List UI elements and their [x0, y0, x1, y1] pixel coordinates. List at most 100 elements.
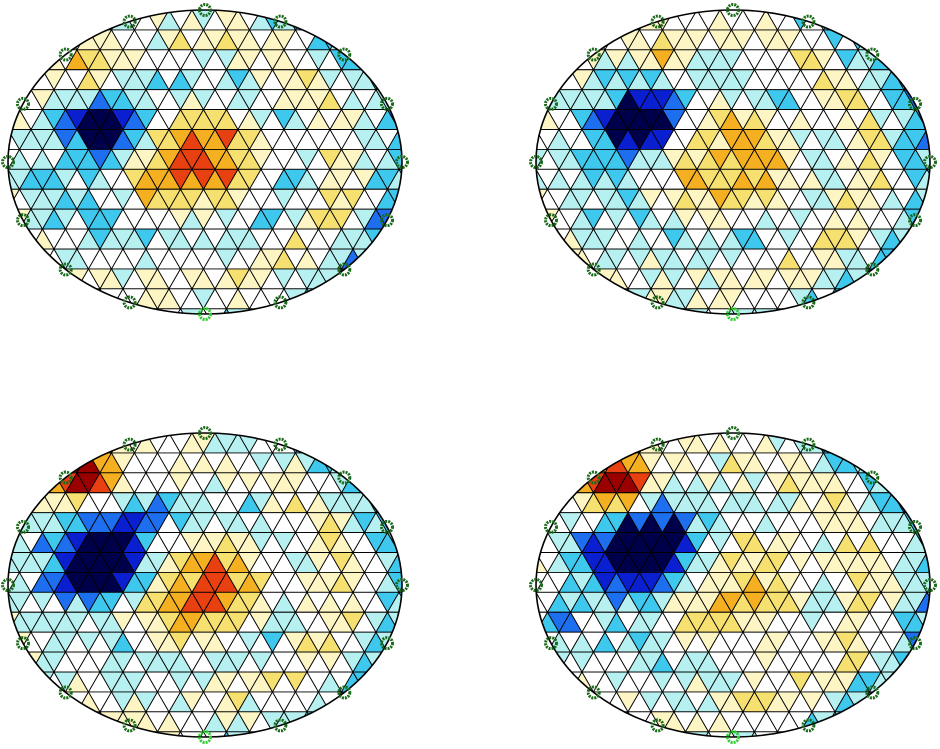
electrode: [337, 262, 352, 277]
eit-panel: [529, 3, 937, 349]
mesh-element: [283, 10, 308, 11]
electrode: [923, 578, 937, 592]
mesh-element: [776, 308, 802, 314]
mesh-element: [352, 29, 377, 51]
mesh-element: [799, 731, 825, 737]
mesh-element: [592, 710, 618, 733]
electrode: [726, 426, 740, 440]
mesh-element: [661, 10, 687, 11]
electrode: [908, 213, 923, 228]
electrode: [15, 96, 30, 111]
electrode: [543, 213, 558, 228]
mesh: [8, 433, 434, 737]
mesh-element: [581, 711, 606, 733]
mesh-element: [788, 730, 813, 737]
electrode: [650, 718, 665, 733]
mesh-element: [615, 308, 641, 314]
mesh-element: [375, 68, 400, 91]
electrode: [586, 262, 601, 277]
mesh-element: [536, 208, 549, 230]
electrode: [380, 96, 395, 111]
mesh-element: [891, 248, 917, 270]
mesh-element: [546, 671, 572, 693]
mesh-element: [914, 651, 930, 673]
mesh-element: [8, 591, 9, 614]
electrode: [865, 685, 880, 700]
mesh-element: [30, 671, 55, 693]
mesh-element: [638, 731, 664, 737]
electrode: [15, 213, 30, 228]
mesh-element: [411, 169, 434, 189]
mesh-element: [248, 308, 274, 314]
mesh-element: [110, 308, 136, 314]
mesh-element: [53, 711, 78, 733]
mesh-element: [41, 452, 67, 474]
mesh-element: [352, 691, 377, 713]
mesh-element: [592, 10, 618, 31]
mesh-element: [398, 108, 402, 130]
mesh-element: [799, 308, 825, 314]
mesh-element: [18, 671, 44, 693]
mesh-element: [386, 228, 402, 250]
mesh-element: [650, 307, 675, 314]
mesh-element: [903, 671, 928, 693]
mesh-element: [684, 433, 710, 434]
electrode: [529, 155, 543, 169]
mesh-element: [317, 10, 343, 31]
mesh-element: [581, 288, 606, 310]
mesh-element: [650, 433, 675, 434]
electrode: [908, 636, 923, 651]
electrode: [198, 307, 212, 321]
mesh-element: [398, 129, 402, 151]
mesh-element: [133, 10, 159, 11]
mesh-element: [411, 553, 434, 573]
mesh-element: [8, 651, 32, 673]
mesh-element: [145, 433, 170, 434]
mesh-element: [719, 10, 744, 11]
mesh-element: [719, 433, 744, 434]
mesh-element: [271, 308, 297, 314]
electrode: [58, 685, 73, 700]
mesh-element: [834, 10, 859, 31]
mesh-element: [76, 711, 101, 733]
electrode: [586, 685, 601, 700]
mesh-element: [8, 511, 21, 534]
mesh-element: [375, 248, 400, 270]
mesh-element: [720, 329, 743, 349]
electrode: [1, 155, 15, 169]
mesh-element: [891, 48, 917, 71]
electrode: [395, 578, 409, 592]
mesh-element: [536, 631, 537, 653]
electrode: [586, 470, 601, 485]
boundary: [535, 432, 931, 738]
mesh-element: [306, 711, 331, 733]
mesh-element: [926, 631, 930, 653]
mesh-element: [8, 208, 9, 230]
electrode: [198, 3, 212, 17]
mesh-element: [546, 471, 572, 494]
mesh-element: [536, 68, 560, 91]
mesh-element: [536, 168, 537, 191]
mesh-element: [8, 168, 9, 191]
mesh-element: [880, 691, 905, 713]
mesh-element: [743, 329, 766, 349]
electrode: [395, 155, 409, 169]
mesh-element: [30, 248, 55, 270]
boundary: [7, 9, 403, 315]
mesh-element: [650, 730, 675, 737]
mesh-element: [673, 433, 698, 434]
mesh-element: [317, 710, 343, 733]
mesh-element: [845, 10, 871, 31]
electrode: [1, 578, 15, 592]
mesh-element: [41, 29, 67, 51]
mesh-element: [536, 591, 537, 614]
mesh-element: [536, 651, 549, 673]
mesh-element: [536, 248, 560, 270]
mesh-element: [87, 433, 113, 454]
mesh-element: [306, 288, 331, 310]
electrode: [726, 3, 740, 17]
mesh-element: [661, 308, 687, 314]
mesh-element: [18, 248, 44, 270]
mesh-element: [214, 10, 239, 11]
mesh-element: [880, 268, 905, 290]
